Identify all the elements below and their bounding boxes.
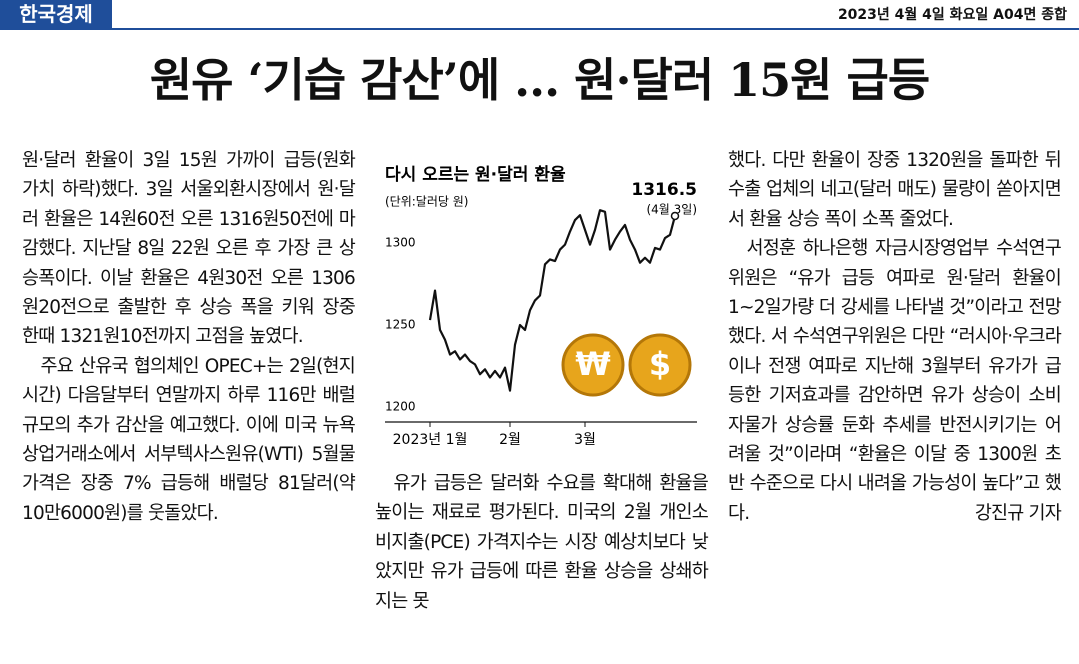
coin-symbol: $ [649, 345, 671, 383]
chart-title: 다시 오르는 원·달러 환율 [385, 164, 566, 185]
coin-symbol: ₩ [575, 345, 610, 383]
end-marker [670, 211, 680, 221]
column: 원·달러 환율이 3일 15원 가까이 급등(원화 가치 하락)했다. 3일 서… [22, 146, 356, 528]
column: 했다. 다만 환율이 장중 1320원을 돌파한 뒤 수출 업체의 네고(달러 … [728, 146, 1062, 528]
x-tick-label: 2023년 1월 [393, 432, 468, 448]
chart-subtitle: (단위:달러당 원) [385, 195, 468, 209]
paragraph: 했다. 다만 환율이 장중 1320원을 돌파한 뒤 수출 업체의 네고(달러 … [728, 150, 1062, 230]
rule [0, 28, 1079, 30]
date: 2023년 4월 4일 화요일 A04면 종합 [837, 7, 1067, 23]
line [428, 209, 677, 392]
headline: 원유 ‘기습 감산’에 … 원·달러 15원 급등 [149, 53, 930, 107]
paragraph: 유가 급등은 달러화 수요를 확대해 환율을 높이는 재료로 평가된다. 미국의… [375, 473, 709, 612]
y-tick-label: 1250 [385, 318, 416, 332]
paragraph: 서정훈 하나은행 자금시장영업부 수석연구위원은 “유가 급등 여파로 원·달러… [728, 234, 1062, 528]
byline: 강진규 기자 [974, 502, 1062, 524]
y-tick-label: 1300 [385, 236, 416, 250]
annotation: 1316.5 [631, 180, 697, 200]
coin [561, 333, 625, 397]
x-tick-label: 3월 [574, 432, 596, 448]
brand: 한국경제 [0, 0, 112, 28]
y-tick-label: 1200 [385, 400, 416, 414]
x-tick-label: 2월 [499, 432, 521, 448]
column: 유가 급등은 달러화 수요를 확대해 환율을 높이는 재료로 평가된다. 미국의… [375, 469, 709, 616]
annotation: (4월 3일) [646, 203, 697, 217]
coin [628, 333, 692, 397]
paragraph: 원·달러 환율이 3일 15원 가까이 급등(원화 가치 하락)했다. 3일 서… [22, 150, 356, 348]
chart: 다시 오르는 원·달러 환율 (단위:달러당 원) 1316.5 (4월 3일)… [383, 164, 697, 448]
paragraph: 주요 산유국 협의체인 OPEC+는 2일(현지시간) 다음달부터 연말까지 하… [22, 355, 356, 524]
paragraph-text: 서정훈 하나은행 자금시장영업부 수석연구위원은 “유가 급등 여파로 원·달러… [728, 238, 1062, 524]
